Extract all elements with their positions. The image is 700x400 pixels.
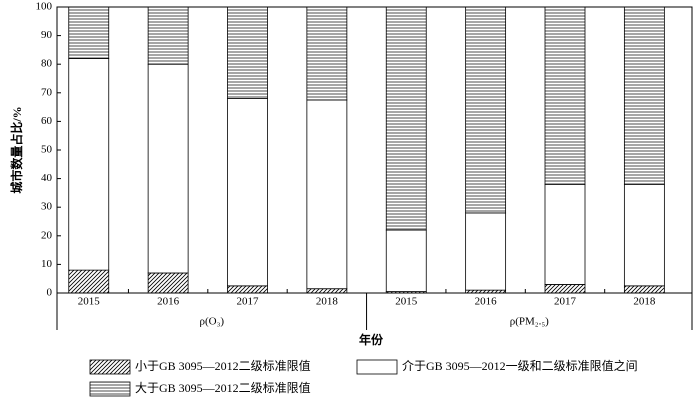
bar-segment bbox=[544, 284, 586, 294]
legend-label: 介于GB 3095—2012一级和二级标准限值之间 bbox=[402, 358, 638, 373]
bar-segment bbox=[306, 288, 348, 294]
bar-segment bbox=[544, 183, 586, 285]
y-tick-label: 100 bbox=[36, 1, 53, 13]
bar-segment bbox=[465, 6, 507, 214]
legend-label: 小于GB 3095—2012二级标准限值 bbox=[135, 358, 311, 373]
bar-segment bbox=[623, 285, 665, 294]
legend-swatch bbox=[89, 359, 131, 375]
y-tick-label: 50 bbox=[41, 144, 53, 156]
bar-segment bbox=[306, 99, 348, 290]
bar-segment bbox=[385, 6, 427, 231]
bar-segment bbox=[465, 212, 507, 291]
x-tick-label: 2018 bbox=[316, 296, 339, 308]
y-tick-label: 10 bbox=[41, 258, 53, 270]
bar-segment bbox=[227, 98, 268, 287]
x-tick-label: 2018 bbox=[633, 296, 656, 308]
y-tick-label: 90 bbox=[41, 29, 53, 41]
bar-segment bbox=[544, 6, 586, 185]
y-tick-label: 20 bbox=[41, 229, 53, 241]
x-tick-label: 2017 bbox=[554, 296, 577, 308]
x-tick-label: 2015 bbox=[395, 296, 418, 308]
y-tick-label: 60 bbox=[41, 115, 53, 127]
x-axis-label: 年份 bbox=[359, 332, 384, 347]
x-tick-label: 2017 bbox=[237, 296, 260, 308]
bar-segment bbox=[68, 58, 110, 271]
bar-segment bbox=[68, 6, 110, 59]
bar-segment bbox=[227, 6, 268, 99]
x-tick-label: 2015 bbox=[78, 296, 101, 308]
legend-swatch bbox=[89, 381, 131, 397]
plot-frame bbox=[56, 6, 693, 294]
bar-segment bbox=[623, 183, 665, 287]
bar-segment bbox=[147, 272, 189, 294]
bar-segment bbox=[147, 6, 189, 65]
x-tick-label: 2016 bbox=[475, 296, 498, 308]
bar-segment bbox=[68, 269, 110, 294]
y-tick-label: 80 bbox=[41, 58, 53, 70]
y-tick-label: 30 bbox=[41, 201, 53, 213]
y-tick-label: 40 bbox=[41, 172, 53, 184]
y-tick-label: 70 bbox=[41, 86, 53, 98]
x-tick-label: 2016 bbox=[157, 296, 180, 308]
group-label: ρ(O₃) bbox=[199, 316, 224, 328]
bar-segment bbox=[385, 229, 427, 292]
legend-label: 大于GB 3095—2012二级标准限值 bbox=[135, 380, 311, 395]
y-axis-label: 城市数量占比/% bbox=[9, 106, 24, 193]
legend-swatch bbox=[356, 359, 398, 375]
y-tick-label: 0 bbox=[47, 287, 53, 299]
bar-segment bbox=[623, 6, 665, 185]
bar-segment bbox=[227, 285, 268, 294]
bar-segment bbox=[147, 63, 189, 274]
bar-segment bbox=[306, 6, 348, 101]
group-label: ρ(PM₂.₅) bbox=[510, 316, 549, 328]
